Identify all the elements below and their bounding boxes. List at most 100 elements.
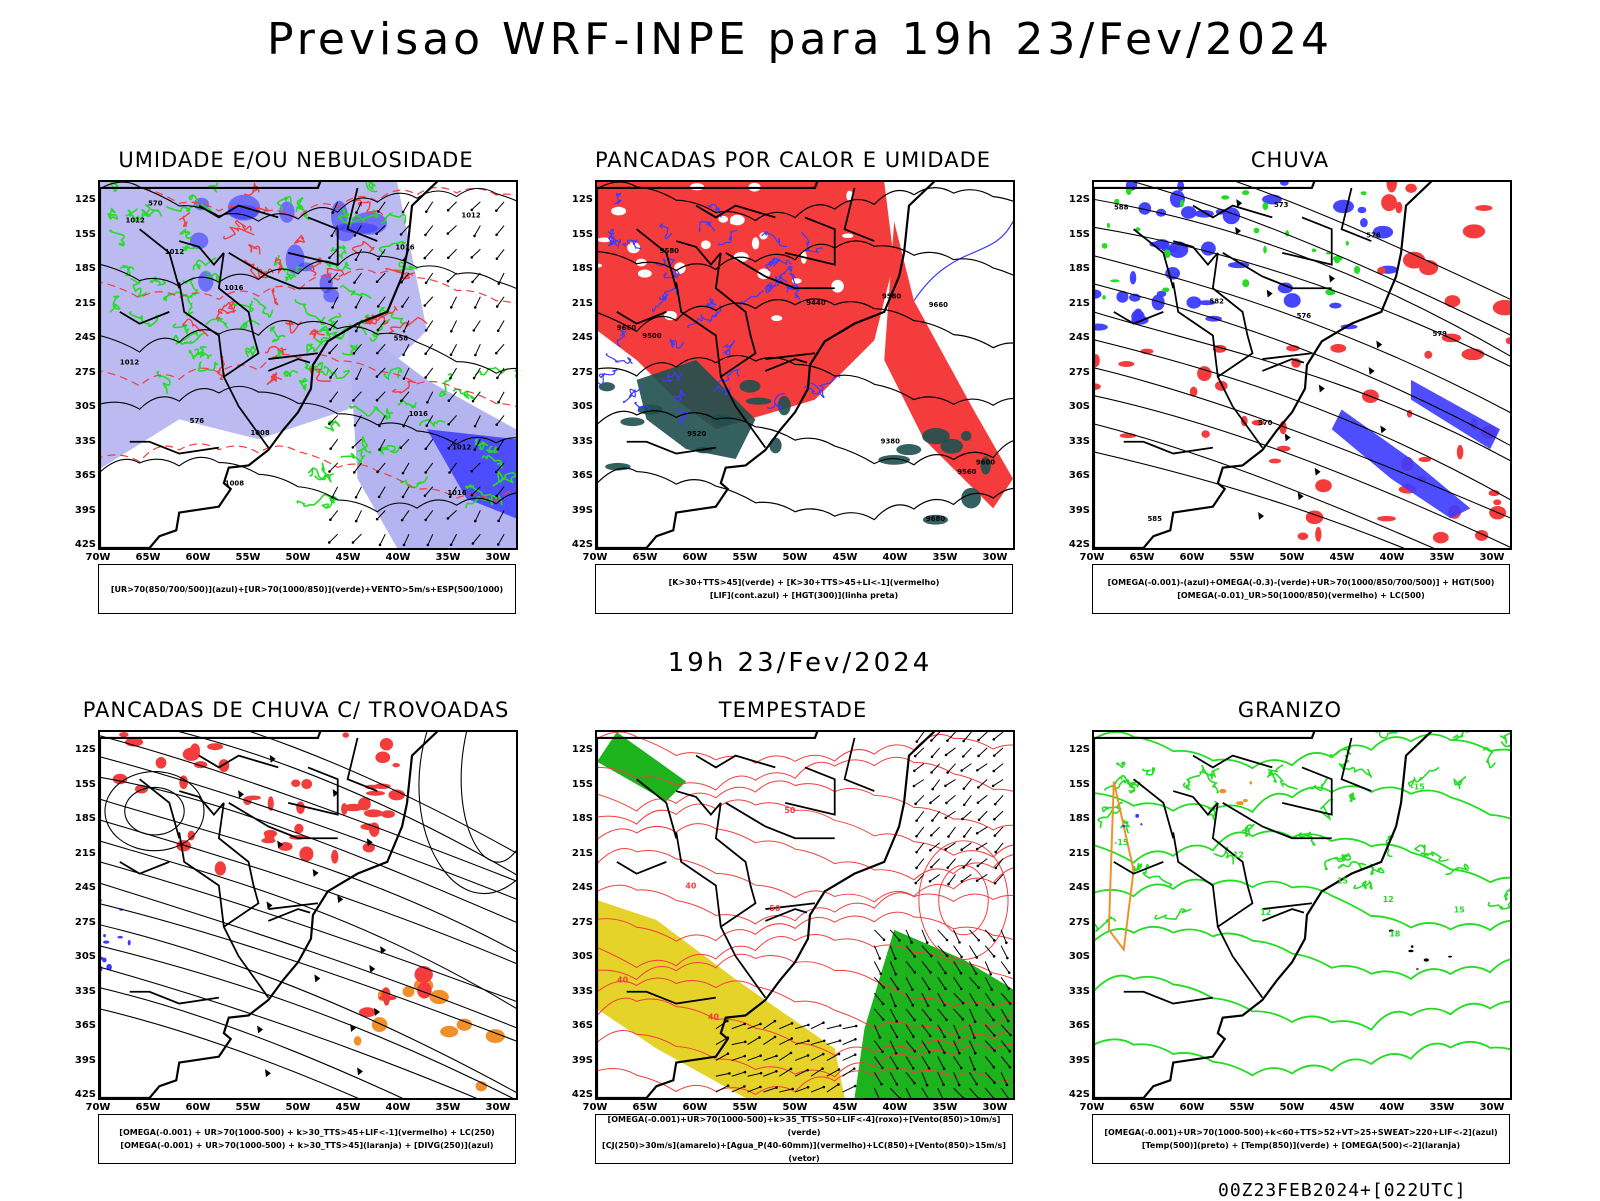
contour-label: -12 (1230, 850, 1244, 859)
lon-tick-label: 55W (1227, 1102, 1257, 1113)
lat-tick-label: 21S (1056, 298, 1090, 309)
contour-label: 40 (685, 882, 697, 891)
contour-label: 1016 (409, 410, 428, 418)
lat-tick-label: 39S (559, 1055, 593, 1066)
lat-tick-label: 15S (1056, 229, 1090, 240)
contour-label: 585 (1147, 515, 1162, 523)
panel-legend: [OMEGA(-0.001) + UR>70(1000-500) + k>30_… (98, 1114, 516, 1164)
legend-line: [Temp(500)](preto) + [Temp(850)](verde) … (1142, 1139, 1460, 1152)
lon-tick-label: 35W (930, 1102, 960, 1113)
contour-label: 576 (1297, 312, 1312, 320)
lon-tick-label: 55W (1227, 552, 1257, 563)
contour-label: 50 (784, 806, 796, 815)
lon-tick-label: 45W (333, 1102, 363, 1113)
legend-line: [OMEGA(-0.001)+UR>70(1000-500)+k<60+TTS>… (1104, 1126, 1497, 1139)
contour-label: 40 (708, 1012, 720, 1021)
lat-tick-label: 27S (62, 917, 96, 928)
weather-map (100, 732, 516, 1098)
lon-tick-label: 65W (133, 1102, 163, 1113)
weather-map: 9660960096809560966095809500952094409380… (597, 182, 1013, 548)
lon-tick-label: 65W (133, 552, 163, 563)
lat-tick-label: 12S (62, 744, 96, 755)
contour-label: 570 (148, 200, 163, 208)
lat-tick-label: 30S (1056, 401, 1090, 412)
lat-tick-label: 18S (1056, 813, 1090, 824)
lat-tick-label: 30S (62, 951, 96, 962)
lat-tick-label: 15S (559, 229, 593, 240)
lat-tick-label: 36S (559, 1020, 593, 1031)
contour-label: -15 (1114, 838, 1128, 847)
contour-label: 12 (1383, 895, 1394, 904)
lat-tick-label: 24S (559, 332, 593, 343)
lon-tick-label: 55W (730, 552, 760, 563)
contour-label: 1012 (461, 212, 480, 220)
lon-tick-label: 65W (1127, 1102, 1157, 1113)
lat-tick-label: 36S (62, 470, 96, 481)
panel-pancadas-trovoadas: PANCADAS DE CHUVA C/ TROVOADAS [OMEGA(-0… (56, 698, 536, 1168)
lon-tick-label: 50W (780, 1102, 810, 1113)
contour-label: 1012 (126, 217, 145, 225)
lon-tick-label: 60W (1177, 552, 1207, 563)
legend-line: [OMEGA(-0.01)_UR>50(1000/850)(vermelho) … (1177, 589, 1425, 602)
panel-title: PANCADAS DE CHUVA C/ TROVOADAS (56, 698, 536, 722)
country-borders (120, 738, 378, 1004)
map-pancadas-trovoadas (98, 730, 518, 1100)
lon-tick-label: 70W (1077, 552, 1107, 563)
lon-tick-label: 30W (483, 1102, 513, 1113)
contour-label: 558 (394, 334, 409, 342)
lat-tick-label: 42S (559, 539, 593, 550)
panel-legend: [OMEGA(-0.001)+UR>70(1000-500)+k<60+TTS>… (1092, 1114, 1510, 1164)
lon-tick-label: 45W (830, 552, 860, 563)
legend-line: [CJ(250)>30m/s](amarelo)+[Agua_P(40-60mm… (596, 1139, 1012, 1165)
lat-tick-label: 18S (62, 263, 96, 274)
lon-tick-label: 70W (83, 1102, 113, 1113)
contour-label: 1012 (165, 248, 184, 256)
forecast-time-label: 19h 23/Fev/2024 (0, 648, 1600, 678)
lat-tick-label: 42S (1056, 539, 1090, 550)
lat-tick-label: 21S (559, 848, 593, 859)
lat-tick-label: 12S (559, 194, 593, 205)
lon-tick-label: 50W (1277, 552, 1307, 563)
lon-tick-label: 50W (1277, 1102, 1307, 1113)
lat-tick-label: 18S (62, 813, 96, 824)
lat-tick-label: 36S (559, 470, 593, 481)
panel-title: UMIDADE E/OU NEBULOSIDADE (56, 148, 536, 172)
lon-tick-label: 50W (283, 1102, 313, 1113)
lon-tick-label: 40W (383, 1102, 413, 1113)
lon-tick-label: 40W (1377, 552, 1407, 563)
lon-tick-label: 70W (1077, 1102, 1107, 1113)
lat-tick-label: 21S (559, 298, 593, 309)
lon-tick-label: 30W (980, 1102, 1010, 1113)
lat-tick-label: 24S (62, 882, 96, 893)
lat-tick-label: 42S (62, 1089, 96, 1100)
lon-tick-label: 70W (83, 552, 113, 563)
contour-label: 1016 (224, 284, 243, 292)
contour-label: 1016 (395, 244, 414, 252)
legend-line: [OMEGA(-0.001) + UR>70(1000-500) + k>30_… (120, 1139, 493, 1152)
lon-tick-label: 60W (1177, 1102, 1207, 1113)
panel-legend: [OMEGA(-0.001)+UR>70(1000-500)+k>35_TTS>… (595, 1114, 1013, 1164)
lat-tick-label: 33S (1056, 436, 1090, 447)
lon-tick-label: 40W (880, 552, 910, 563)
lon-tick-label: 30W (483, 552, 513, 563)
lon-tick-label: 65W (630, 1102, 660, 1113)
lat-tick-label: 39S (62, 505, 96, 516)
legend-line: [LIF](cont.azul) + [HGT(300)](linha pret… (710, 589, 898, 602)
lat-tick-label: 27S (559, 917, 593, 928)
lat-tick-label: 42S (559, 1089, 593, 1100)
contour-label: 576 (1366, 231, 1381, 239)
lon-tick-label: 65W (630, 552, 660, 563)
contour-label: 582 (1209, 298, 1224, 306)
contour-label: 9500 (642, 332, 661, 340)
legend-line: [OMEGA(-0.001)-(azul)+OMEGA(-0.3)-(verde… (1108, 576, 1495, 589)
lat-tick-label: 39S (559, 505, 593, 516)
lat-tick-label: 24S (559, 882, 593, 893)
lat-tick-label: 15S (1056, 779, 1090, 790)
lat-tick-label: 42S (1056, 1089, 1090, 1100)
lon-tick-label: 40W (1377, 1102, 1407, 1113)
lon-tick-label: 30W (980, 552, 1010, 563)
